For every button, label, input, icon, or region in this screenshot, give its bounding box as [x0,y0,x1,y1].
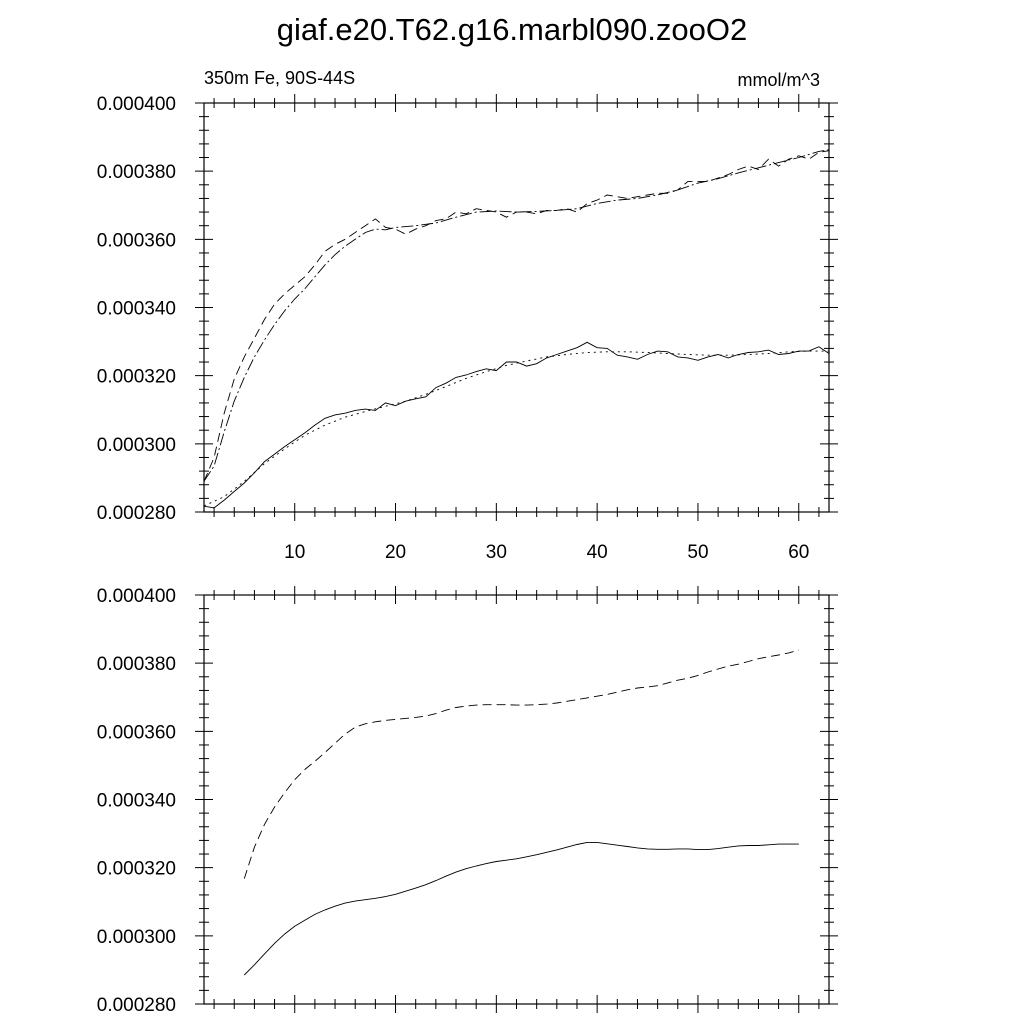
y-tick-label: 0.000300 [97,927,176,948]
y-tick-label: 0.000320 [97,859,176,880]
series-line-2 [243,649,799,879]
series-line-4 [203,149,830,482]
y-tick-label: 0.000400 [97,586,176,607]
top-panel-left-label: 350m Fe, 90S-44S [204,68,355,88]
y-tick-label: 0.000280 [97,995,176,1016]
y-tick-label: 0.000340 [97,299,176,320]
y-tick-label: 0.000280 [97,503,176,524]
bottom-panel-series [243,649,799,976]
y-tick-label: 0.000360 [97,230,176,251]
series-line-3 [203,150,830,482]
x-tick-label: 50 [687,542,708,563]
x-tick-label: 10 [284,542,305,563]
series-line-1 [243,841,799,976]
y-tick-label: 0.000320 [97,367,176,388]
bottom-panel-frame [203,594,830,1005]
bottom-panel: 0.000280 0.000300 0.000320 0.000340 0.000360… [97,586,838,1016]
x-tick-label: 30 [486,542,507,563]
y-tick-label: 0.000300 [97,435,176,456]
y-tick-label: 0.000360 [97,722,176,743]
x-tick-label: 40 [587,542,608,563]
top-panel: 350m Fe, 90S-44S mmol/m^3 0.000280 0.0003… [97,68,838,563]
top-panel-frame [203,102,830,513]
x-tick-label: 20 [385,542,406,563]
y-tick-label: 0.000380 [97,654,176,675]
top-panel-series [203,149,830,509]
figure-title: giaf.e20.T62.g16.marbl090.zooO2 [277,12,747,47]
y-tick-label: 0.000380 [97,162,176,183]
top-panel-right-label: mmol/m^3 [738,70,820,90]
y-tick-label: 0.000340 [97,791,176,812]
y-tick-label: 0.000400 [97,94,176,115]
series-line-1 [203,341,830,509]
bottom-panel-ticks: 0.000280 0.000300 0.000320 0.000340 0.000360… [97,586,838,1016]
series-line-2 [203,350,829,507]
top-panel-ticks: 0.000280 0.000300 0.000320 0.000340 0.000360… [97,94,838,563]
x-tick-label: 60 [788,542,809,563]
